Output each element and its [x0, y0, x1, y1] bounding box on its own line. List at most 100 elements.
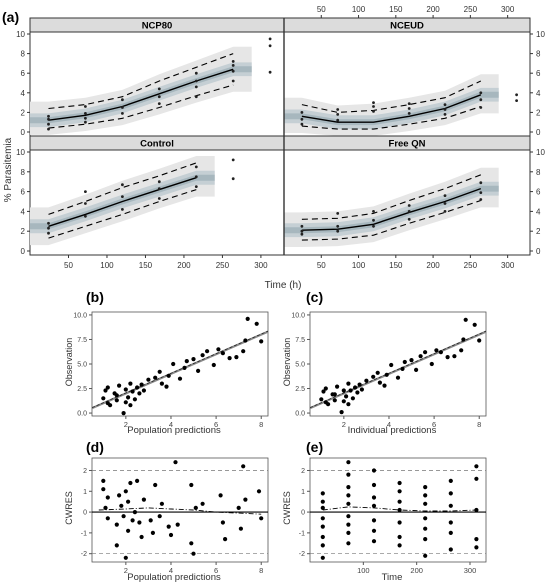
data-point [429, 361, 434, 367]
x-tick-label: 150 [389, 261, 403, 270]
data-point [238, 526, 243, 531]
data-point [423, 350, 428, 355]
observed-point [479, 181, 483, 185]
observed-point [443, 202, 447, 205]
data-point [346, 522, 351, 527]
y-tick-label: 8 [21, 168, 26, 177]
median-line [301, 187, 482, 231]
data-point [357, 382, 362, 387]
data-point [101, 487, 106, 492]
data-point [438, 350, 443, 355]
observed-point [300, 224, 304, 228]
observed-point [47, 127, 50, 131]
y-tick-label: 4 [21, 89, 26, 98]
y-tick-label: 10 [16, 148, 25, 157]
data-point [371, 528, 377, 533]
observed-point [336, 108, 340, 111]
data-point [346, 485, 351, 490]
data-point [346, 493, 351, 498]
data-point [377, 380, 382, 385]
data-point [137, 391, 142, 396]
data-point [341, 388, 346, 393]
facet-title: Free QN [389, 139, 426, 150]
observed-point [443, 194, 447, 198]
observed-point [300, 232, 304, 236]
data-point [463, 317, 468, 322]
y-tick-label: 10 [536, 30, 545, 39]
data-point [126, 528, 131, 533]
y-tick-label: 4 [536, 207, 541, 216]
observed-point [121, 98, 124, 102]
x-tick-label: 4 [387, 420, 391, 429]
x-tick-label: 200 [177, 261, 191, 270]
data-point [135, 385, 140, 390]
observed-point [121, 183, 124, 187]
data-point [128, 381, 133, 386]
data-point [105, 385, 110, 390]
data-point [139, 382, 144, 387]
facet-plot-area [30, 37, 272, 135]
p5-line [48, 189, 197, 239]
data-point [332, 398, 337, 403]
data-point [114, 398, 119, 403]
data-point [220, 351, 225, 356]
e-x-axis-label: Time [382, 572, 403, 583]
x-tick-label: 8 [477, 420, 481, 429]
observed-point [47, 117, 50, 121]
data-point [375, 370, 380, 375]
observed-point [194, 175, 198, 179]
data-point [371, 495, 377, 500]
observed-point [336, 113, 340, 116]
data-point [243, 497, 248, 502]
p5-line [301, 105, 481, 130]
x-tick-label: 250 [464, 261, 478, 270]
data-point [132, 397, 137, 402]
observed-point [157, 197, 161, 200]
data-point [423, 493, 428, 498]
y-tick-label: 10 [536, 148, 545, 157]
facet-plot-area [284, 167, 499, 247]
c-x-axis-label: Individual predictions [348, 425, 437, 436]
observed-point [194, 95, 198, 99]
plot-frame [91, 457, 269, 563]
data-point [159, 501, 164, 506]
observed-point [479, 98, 483, 102]
data-point [123, 555, 128, 560]
data-point [346, 530, 351, 536]
x-tick-label: 4 [169, 420, 173, 429]
data-point [359, 387, 364, 392]
data-point [223, 537, 228, 542]
trend-line [98, 507, 262, 515]
data-point [320, 534, 325, 540]
vpc-y-axis-label: % Parasitemia [3, 137, 14, 202]
data-point [423, 553, 428, 558]
data-point [101, 396, 106, 401]
data-point [384, 372, 389, 377]
p95-line [48, 162, 197, 215]
data-point [474, 464, 479, 469]
data-point [477, 338, 482, 343]
panel-label-b: (b) [86, 289, 104, 305]
c-y-axis-label: Observation [282, 338, 292, 387]
facet-title: NCEUD [390, 21, 424, 32]
data-point [114, 393, 119, 398]
data-point [423, 537, 428, 542]
x-tick-label: 200 [426, 261, 440, 270]
data-point [191, 551, 196, 556]
observed-point [157, 187, 161, 191]
plot-frame [91, 311, 269, 417]
x-tick-label: 300 [464, 566, 477, 575]
data-point [103, 388, 108, 393]
observed-point [194, 85, 198, 89]
data-point [101, 478, 106, 483]
data-point [105, 495, 110, 500]
data-point [474, 476, 479, 481]
y-tick-label: 2 [83, 468, 87, 475]
data-point [148, 518, 153, 523]
y-tick-label: -2 [81, 551, 87, 558]
data-point [128, 403, 133, 408]
data-point [423, 485, 428, 490]
data-point [146, 377, 151, 382]
